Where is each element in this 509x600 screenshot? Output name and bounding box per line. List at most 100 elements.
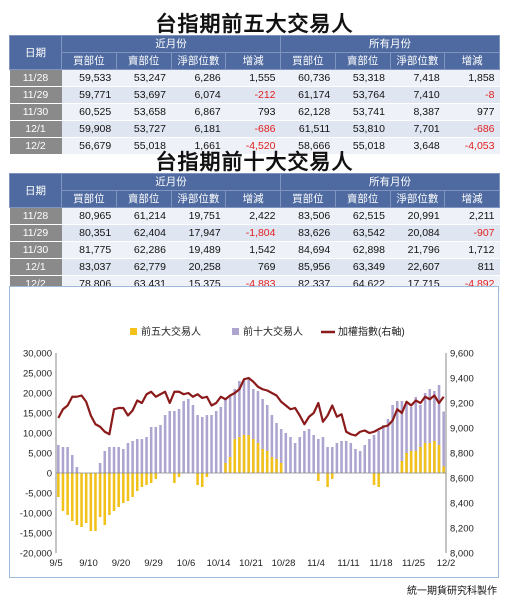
y2-tick-label: 8,600 bbox=[450, 474, 474, 485]
column-header: 賣部位 bbox=[115, 190, 172, 208]
column-header: 淨部位數 bbox=[389, 190, 446, 208]
top5-bar bbox=[117, 473, 120, 507]
row-date: 11/28 bbox=[9, 69, 62, 87]
table-cell: 62,286 bbox=[116, 241, 171, 259]
table-row: 11/30 60,525 53,658 6,867 793 62,128 53,741 8,3… bbox=[9, 103, 500, 121]
top5-bar bbox=[409, 451, 413, 473]
row-date: 11/28 bbox=[9, 207, 62, 225]
footer-credit: 統一期貨研究科製作 bbox=[407, 586, 497, 597]
row-date: 11/30 bbox=[9, 241, 62, 259]
top5-bar bbox=[173, 473, 176, 483]
table-cell: 8,387 bbox=[390, 103, 445, 121]
x-tick-label: 9/29 bbox=[144, 558, 163, 569]
table-row: 11/29 80,351 62,404 17,947 -1,804 83,626 63,54… bbox=[9, 224, 500, 242]
column-header: 賣部位 bbox=[334, 52, 391, 70]
top10-bar bbox=[307, 429, 311, 473]
top10-bar bbox=[265, 405, 269, 473]
top5-bar bbox=[200, 473, 204, 487]
top5-bar bbox=[377, 473, 380, 487]
y2-tick-label: 9,400 bbox=[450, 374, 474, 385]
top10-bar bbox=[400, 401, 404, 473]
legend-label: 加權指數(右軸) bbox=[338, 325, 405, 338]
top5-bar bbox=[80, 473, 83, 527]
top10-bar bbox=[112, 447, 116, 473]
table-cell: 19,751 bbox=[171, 207, 226, 225]
top10-bar bbox=[284, 433, 288, 473]
top5-title: 台指期前五大交易人 bbox=[155, 12, 354, 36]
top5-bar bbox=[103, 473, 107, 525]
table-cell: 81,775 bbox=[61, 241, 117, 259]
top10-bar bbox=[177, 409, 181, 473]
y2-tick-label: 9,200 bbox=[450, 399, 474, 410]
table-cell: 83,037 bbox=[61, 258, 117, 276]
top10-bar bbox=[405, 403, 408, 473]
table-row: 11/29 59,771 53,697 6,074 -212 61,174 53,764 7,… bbox=[9, 86, 500, 104]
top10-bar bbox=[108, 447, 111, 473]
top10-bar bbox=[233, 389, 237, 473]
table-cell: -4,520 bbox=[225, 137, 281, 155]
table-cell: -686 bbox=[444, 120, 500, 138]
top10-bar bbox=[154, 427, 158, 473]
x-tick-label: 10/28 bbox=[272, 558, 296, 569]
top5-bar bbox=[279, 463, 283, 473]
table-cell: 6,286 bbox=[171, 69, 226, 87]
top5-bar bbox=[233, 439, 237, 473]
top10-bar bbox=[149, 427, 153, 473]
top5-table: 日期 近月份 所有月份 買部位 賣部位 淨部位數 增減 買部位 賣部位 淨部位數 增減 11/… bbox=[9, 35, 500, 155]
table-cell: 1,858 bbox=[444, 69, 500, 87]
x-tick-label: 9/5 bbox=[49, 558, 62, 569]
top10-bar bbox=[238, 381, 241, 473]
top10-bar bbox=[210, 415, 213, 473]
combo-chart: 前五大交易人 前十大交易人 加權指數(右軸) 30,000 25,000 20,000 15… bbox=[20, 325, 474, 569]
top10-bar bbox=[242, 379, 246, 473]
top5-bar bbox=[414, 451, 418, 473]
top10-bar bbox=[349, 443, 353, 473]
table-cell: 62,128 bbox=[280, 103, 336, 121]
table-cell: 53,727 bbox=[116, 120, 171, 138]
table-cell: 62,515 bbox=[335, 207, 390, 225]
column-header: 淨部位數 bbox=[389, 52, 446, 70]
top10-bar bbox=[317, 439, 320, 473]
top10-bar bbox=[279, 429, 283, 473]
top10-bar bbox=[419, 405, 422, 473]
row-date: 12/1 bbox=[9, 258, 62, 276]
table-cell: -8 bbox=[444, 86, 500, 104]
x-tick-label: 9/20 bbox=[112, 558, 131, 569]
table-row: 11/28 80,965 61,214 19,751 2,422 83,506 62,515… bbox=[9, 207, 500, 225]
table-cell: 53,247 bbox=[116, 69, 171, 87]
table-cell: 1,542 bbox=[225, 241, 281, 259]
y2-tick-label: 9,000 bbox=[450, 424, 474, 435]
table-cell: -907 bbox=[444, 224, 500, 242]
column-header: 買部位 bbox=[61, 52, 117, 70]
table-cell: 84,694 bbox=[280, 241, 336, 259]
table-row: 12/1 59,908 53,727 6,181 -686 61,511 53,810 7,7… bbox=[9, 120, 500, 138]
top5-bar bbox=[433, 441, 436, 473]
top10-bar bbox=[205, 415, 209, 473]
top5-bar bbox=[256, 443, 260, 473]
table-cell: 80,965 bbox=[61, 207, 117, 225]
top10-bar bbox=[354, 449, 357, 473]
top5-bar bbox=[372, 473, 376, 485]
table-cell: 6,074 bbox=[171, 86, 226, 104]
table-cell: 811 bbox=[444, 258, 500, 276]
column-header: 賣部位 bbox=[115, 52, 172, 70]
top10-bar bbox=[437, 385, 441, 473]
top10-bar bbox=[228, 395, 232, 473]
y-tick-label: 0 bbox=[47, 469, 52, 480]
table-cell: 769 bbox=[225, 258, 281, 276]
table-cell: 2,422 bbox=[225, 207, 281, 225]
all-month-header: 所有月份 bbox=[280, 173, 500, 191]
top10-bar bbox=[340, 441, 343, 473]
table-cell: 20,258 bbox=[171, 258, 226, 276]
top10-bar bbox=[224, 399, 227, 473]
top10-bar bbox=[163, 415, 167, 473]
table-cell: 19,489 bbox=[171, 241, 226, 259]
top10-bar bbox=[57, 445, 60, 473]
column-header: 增減 bbox=[444, 52, 500, 70]
top10-bar bbox=[70, 455, 74, 473]
table-cell: 21,796 bbox=[390, 241, 445, 259]
top10-table: 日期 近月份 所有月份 買部位 賣部位 淨部位數 增減 買部位 賣部位 淨部位數 增減 11/… bbox=[9, 173, 500, 293]
x-tick-label: 11/18 bbox=[369, 558, 392, 569]
table-cell: 61,174 bbox=[280, 86, 336, 104]
top5-bar bbox=[330, 473, 334, 479]
